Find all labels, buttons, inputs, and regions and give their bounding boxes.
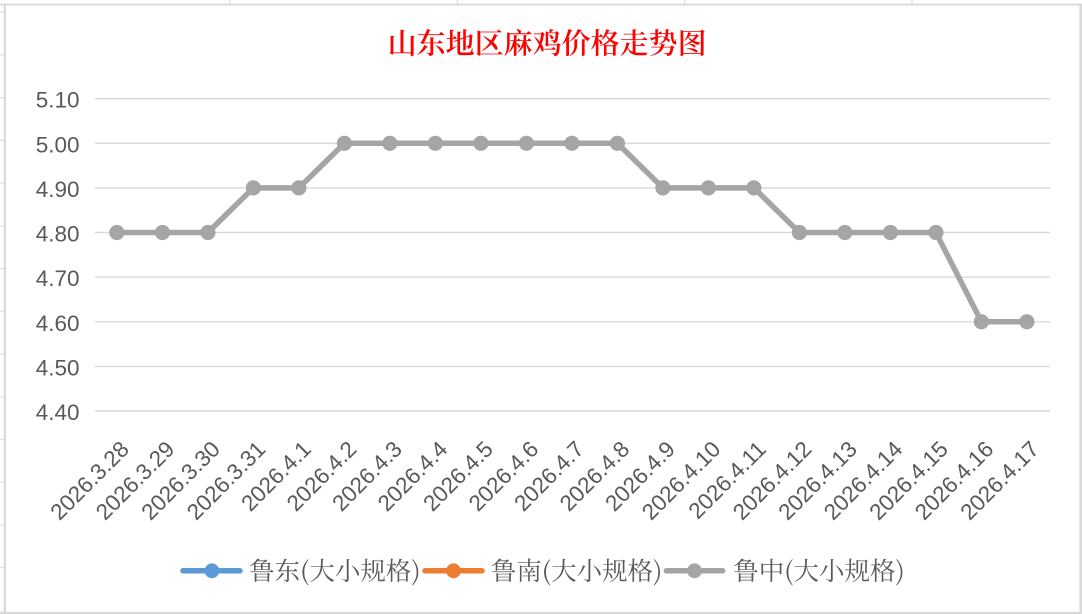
- svg-text:5.10: 5.10: [36, 88, 80, 113]
- svg-text:4.90: 4.90: [36, 177, 80, 202]
- svg-text:4.80: 4.80: [36, 222, 80, 247]
- svg-text:4.50: 4.50: [36, 355, 80, 380]
- svg-text:4.60: 4.60: [36, 311, 80, 336]
- svg-text:4.70: 4.70: [36, 266, 80, 291]
- svg-text:4.40: 4.40: [36, 400, 80, 425]
- svg-text:5.00: 5.00: [36, 132, 80, 157]
